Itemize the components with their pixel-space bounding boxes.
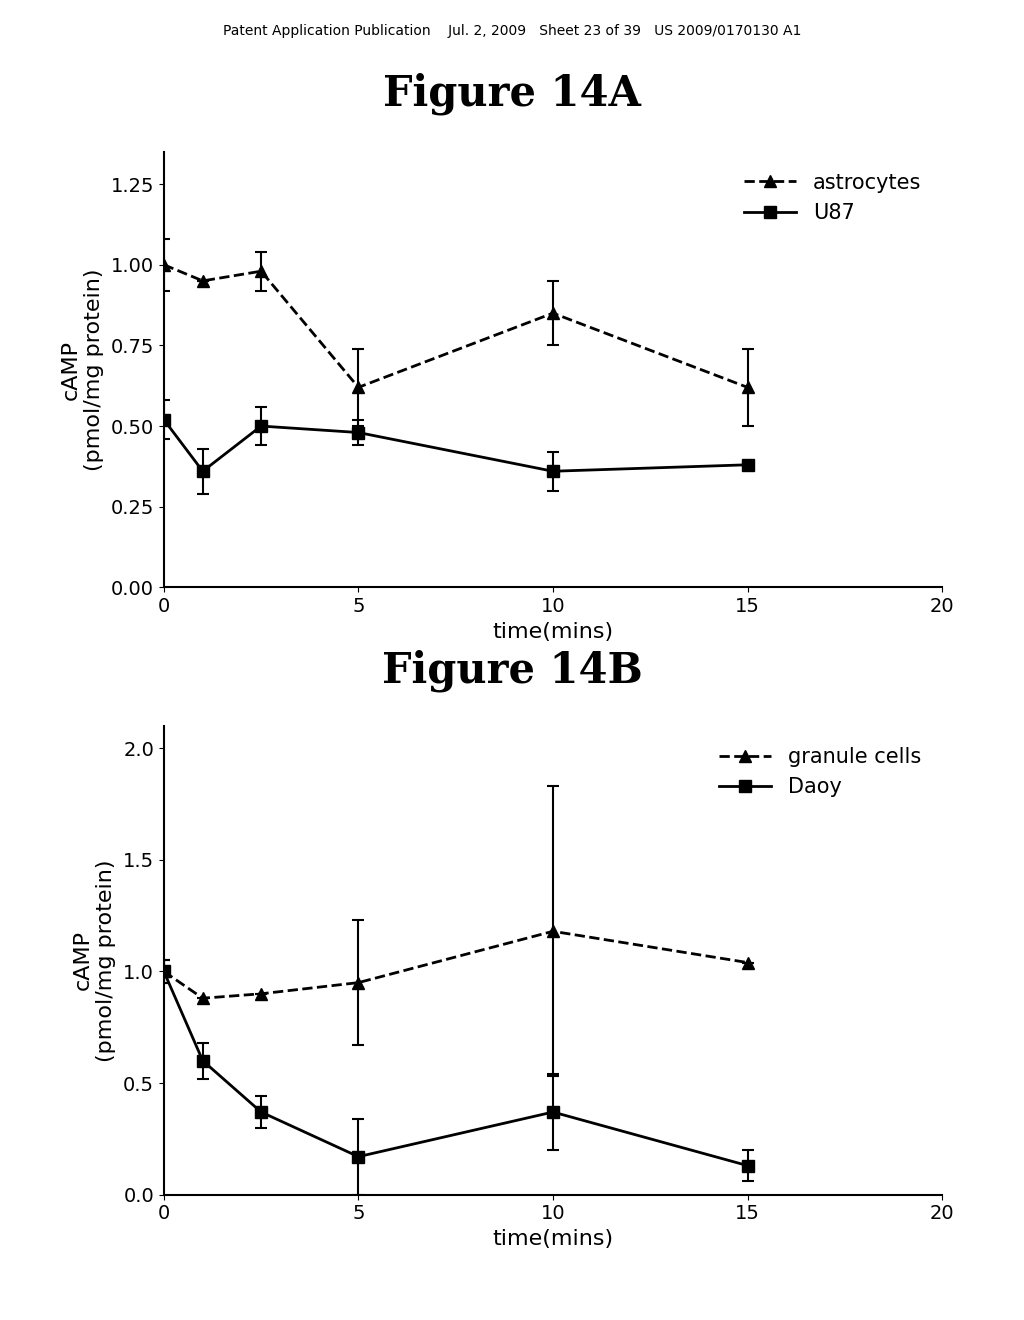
Text: Figure 14A: Figure 14A <box>383 73 641 115</box>
Text: Patent Application Publication    Jul. 2, 2009   Sheet 23 of 39   US 2009/017013: Patent Application Publication Jul. 2, 2… <box>223 24 801 38</box>
Y-axis label: cAMP
(pmol/mg protein): cAMP (pmol/mg protein) <box>60 268 103 471</box>
Legend: granule cells, Daoy: granule cells, Daoy <box>709 737 932 808</box>
X-axis label: time(mins): time(mins) <box>493 622 613 642</box>
Text: Figure 14B: Figure 14B <box>382 649 642 692</box>
Legend: astrocytes, U87: astrocytes, U87 <box>734 162 932 234</box>
Y-axis label: cAMP
(pmol/mg protein): cAMP (pmol/mg protein) <box>73 859 116 1061</box>
X-axis label: time(mins): time(mins) <box>493 1229 613 1249</box>
